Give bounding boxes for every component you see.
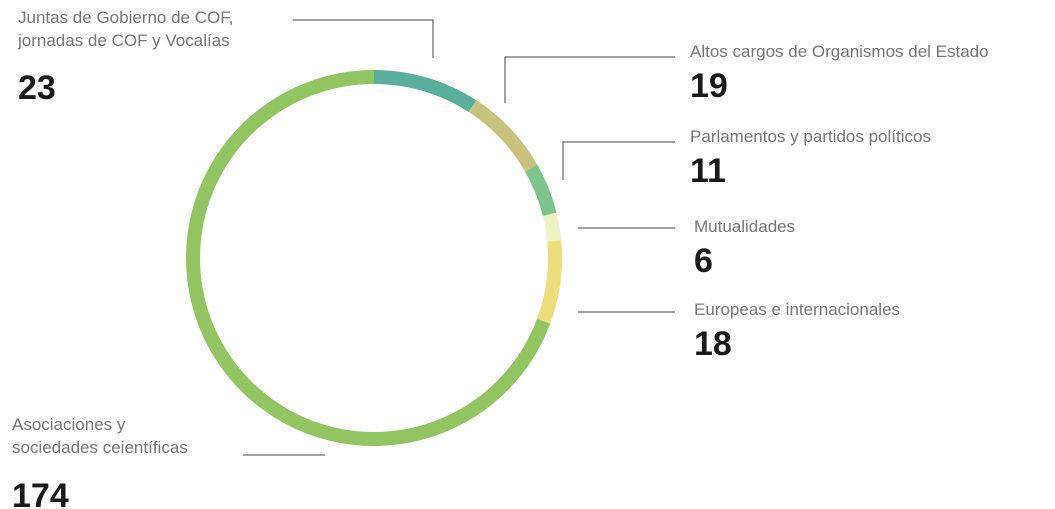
segment-value: 19 [690,67,728,105]
segment-value: 174 [12,477,69,509]
segment-label: Mutualidades [694,217,796,236]
leader-lines [243,19,675,456]
segment-value: 6 [694,242,713,280]
leader-line [504,56,675,103]
segment-value: 11 [690,152,726,190]
leader-line [293,19,434,58]
segment-label: Parlamentos y partidos políticos [690,127,931,146]
segment-value: 18 [694,325,732,363]
segment-value: 23 [18,69,56,107]
ring-segment [542,212,562,242]
segment-label: Europeas e internacionales [694,300,901,319]
segment-label: Altos cargos de Organismos del Estado [690,42,989,61]
ring-segment [373,70,477,113]
segment-label: Asociaciones y sociedades ceientíficas [12,415,188,457]
segment-label: Juntas de Gobierno de COF, jornadas de C… [18,8,234,50]
ring-segment [537,240,562,324]
leader-line [562,141,675,180]
ring-segment [524,164,557,217]
ring-segment [186,70,551,446]
ring-segment [468,100,538,172]
